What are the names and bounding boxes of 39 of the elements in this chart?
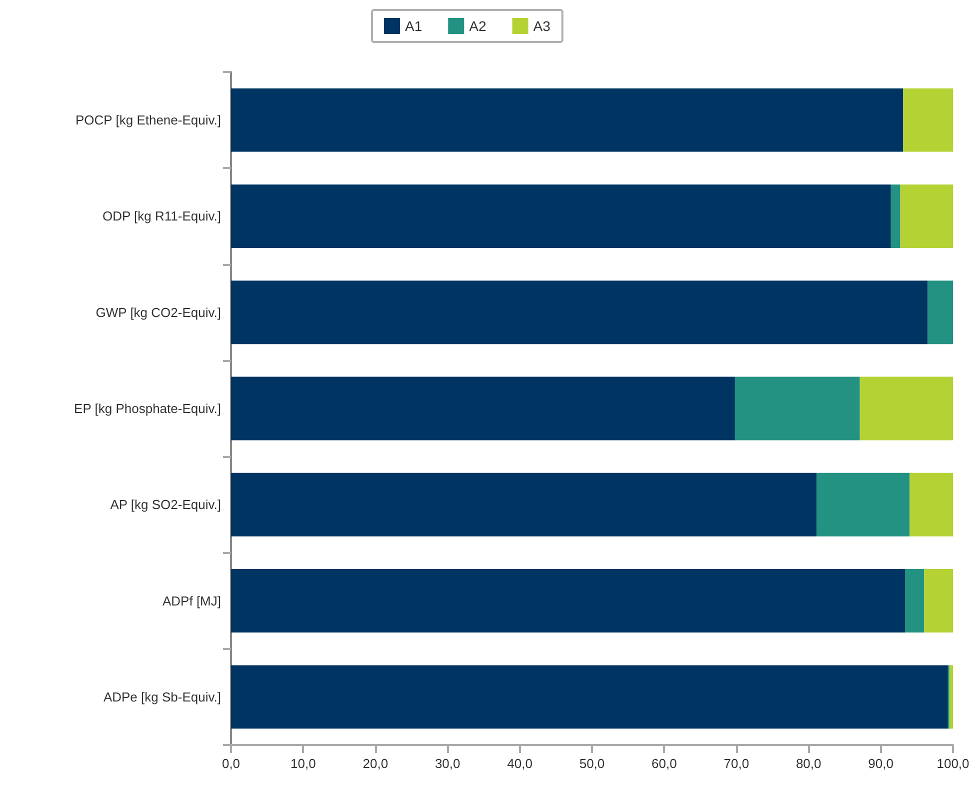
x-tick-label: 90,0 (868, 756, 894, 771)
y-tick-label: EP [kg Phosphate-Equiv.] (74, 401, 221, 416)
bar (900, 184, 953, 248)
y-tick-label: GWP [kg CO2-Equiv.] (96, 304, 221, 320)
y-tick-label: POCP [kg Ethene-Equiv.] (76, 112, 221, 128)
bar (928, 280, 953, 344)
bar (231, 88, 904, 152)
y-tick-label: ADPe [kg Sb-Equiv.] (103, 689, 221, 704)
legend-label: A1 (405, 18, 422, 34)
x-tick-label: 70,0 (724, 756, 750, 771)
bar (903, 88, 953, 152)
bar (231, 665, 948, 729)
legend-label: A2 (469, 18, 486, 34)
bar (816, 472, 910, 536)
bar (910, 472, 953, 536)
x-tick-label: 100,0 (936, 756, 970, 771)
bar (890, 184, 900, 248)
bar (734, 376, 860, 440)
x-tick-label: 10,0 (290, 756, 316, 771)
x-tick-label: 20,0 (362, 756, 388, 771)
bar (231, 280, 928, 344)
y-tick-label: ODP [kg R11-Equiv.] (102, 208, 221, 224)
x-tick-label: 0,0 (222, 756, 240, 771)
bar (231, 569, 906, 633)
bar (949, 665, 953, 729)
bar (924, 569, 953, 633)
x-tick-label: 30,0 (434, 756, 460, 771)
bar (231, 472, 817, 536)
x-tick-label: 80,0 (796, 756, 822, 771)
bar (231, 184, 891, 248)
x-tick-label: 40,0 (507, 756, 532, 771)
bar (905, 569, 924, 633)
legend-label: A3 (533, 18, 551, 34)
y-tick-label: AP [kg SO2-Equiv.] (110, 497, 221, 512)
bar (231, 376, 735, 440)
y-tick-label: ADPf [MJ] (162, 593, 221, 608)
x-tick-label: 60,0 (652, 756, 677, 771)
x-tick-label: 50,0 (579, 756, 605, 771)
bar (860, 376, 953, 440)
